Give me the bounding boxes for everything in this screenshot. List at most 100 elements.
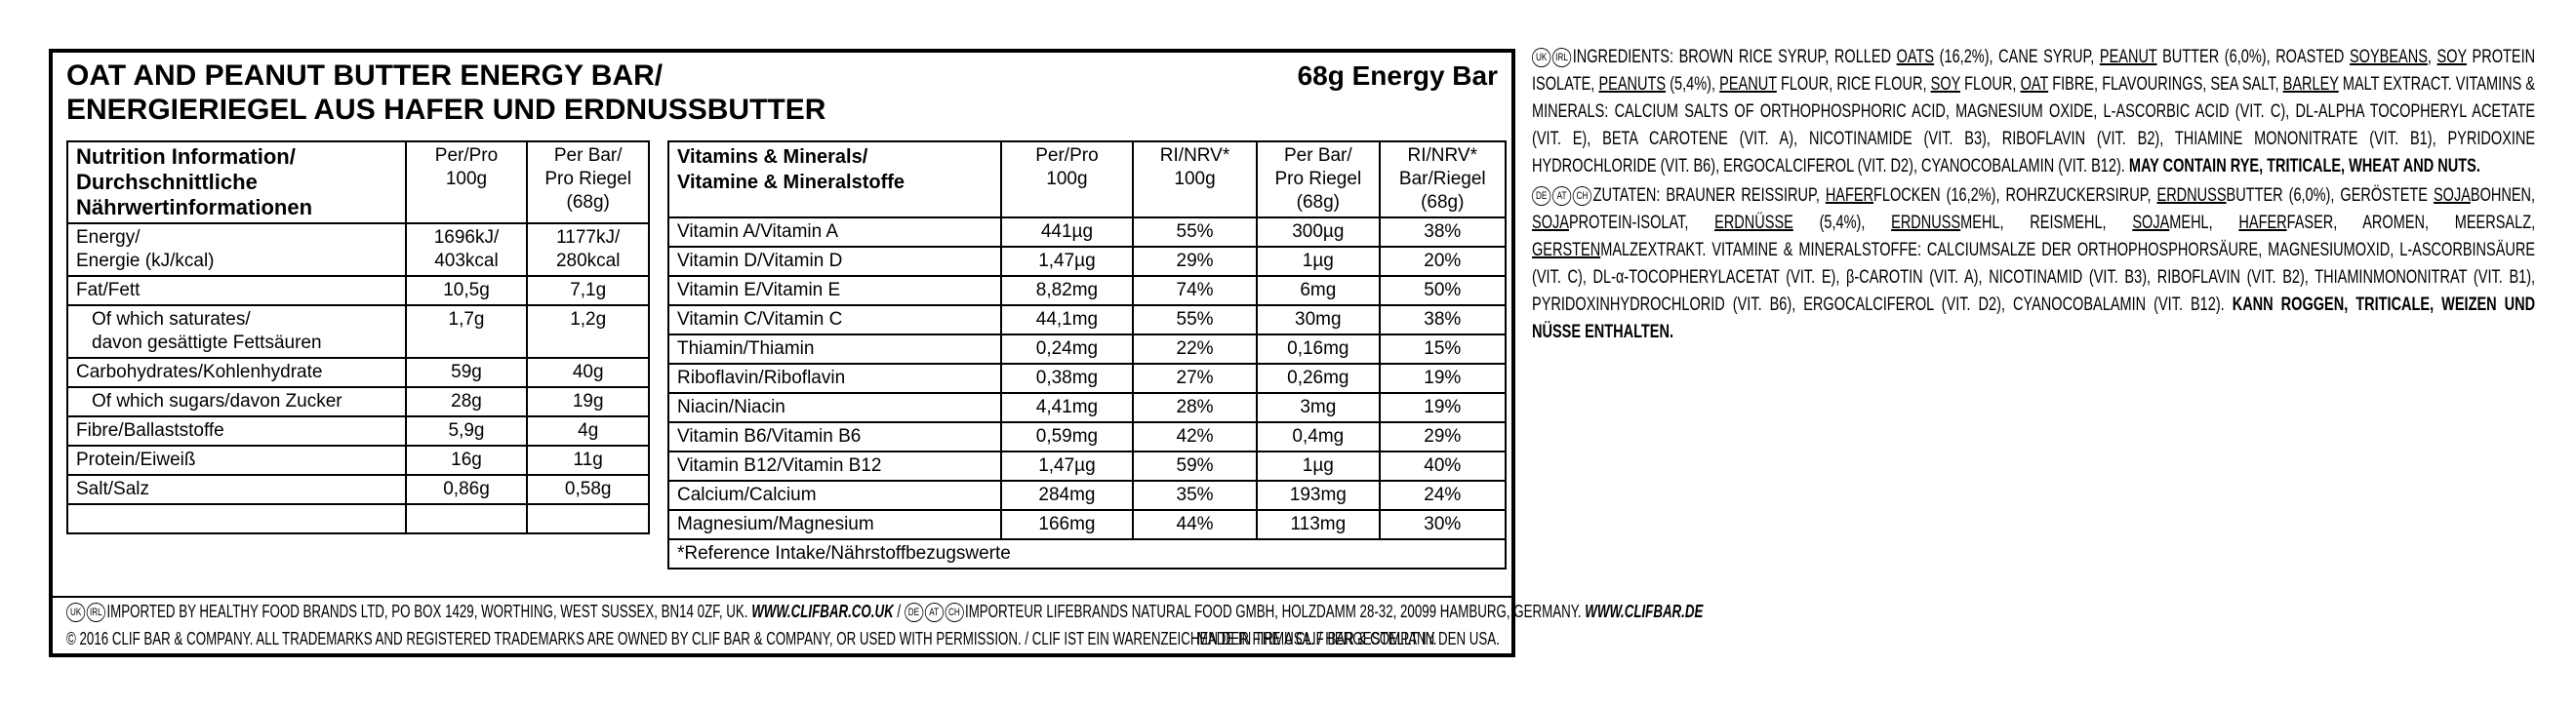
- ingredients-paragraph: UK IRL INGREDIENTS: BROWN RICE SYRUP, ROLL…: [1532, 43, 2535, 179]
- ingredients-paragraph: DE AT CH ZUTATEN: BRAUNER REISSIRUP, HAFERF…: [1532, 181, 2535, 345]
- vitamin-row: Vitamin B6/Vitamin B6 0,59mg 42% 0,4mg 29%: [667, 421, 1508, 452]
- vitamin-row: Magnesium/Magnesium 166mg 44% 113mg 30%: [667, 509, 1508, 540]
- cell: 4g: [526, 415, 650, 447]
- cell: 50%: [1378, 275, 1508, 306]
- cell-line: Fat/Fett: [76, 280, 141, 300]
- column-header: RI/NRV* Bar/Riegel (68g): [1378, 140, 1508, 218]
- cell-line: Energy/: [76, 227, 141, 248]
- cell: 5,9g: [404, 415, 529, 447]
- cell: Carbohydrates/Kohlenhydrate: [66, 357, 407, 388]
- cell: [404, 503, 529, 534]
- cell-line: 4g: [578, 420, 599, 441]
- nutrient-row: Fibre/Ballaststoffe 5,9g 4g: [66, 415, 650, 447]
- cell: [66, 503, 407, 534]
- cell: 55%: [1131, 216, 1259, 248]
- cell: Thiamin/Thiamin: [667, 334, 1002, 365]
- footnote: *Reference Intake/Nährstoffbezugswerte: [667, 538, 1507, 570]
- vitamin-row: Vitamin B12/Vitamin B12 1,47µg 59% 1µg 40%: [667, 451, 1508, 482]
- cell: Vitamin B6/Vitamin B6: [667, 421, 1002, 452]
- cell-line: 280kcal: [555, 251, 621, 271]
- cell-line: 1,7g: [448, 309, 485, 330]
- header-line: Durchschnittliche: [76, 170, 258, 194]
- cell-line: 28g: [451, 391, 482, 412]
- header-row: Nutrition Information/Durchschnittliche N…: [66, 140, 650, 224]
- ingredient-text: FLOUR,: [1960, 73, 2021, 95]
- cell-line: 1696kJ/: [433, 227, 500, 248]
- cell: 1,47µg: [999, 451, 1134, 482]
- cell: 4,41mg: [999, 392, 1134, 423]
- header-line: (68g): [566, 192, 610, 213]
- column-header: Vitamins & Minerals/Vitamine & Mineralst…: [667, 140, 1002, 218]
- header-line: Per Bar/: [553, 145, 623, 166]
- cell: 1,2g: [526, 304, 650, 359]
- cell: 24%: [1378, 480, 1508, 511]
- ingredient-text: FLOCKEN (16,2%), ROHRZUCKERSIRUP,: [1873, 184, 2157, 206]
- cell: Vitamin E/Vitamin E: [667, 275, 1002, 306]
- ingredient-text: MALT EXTRACT. VITAMINS & MINERALS: CALCI…: [1532, 73, 2536, 177]
- cell-line: Protein/Eiweiß: [76, 450, 196, 470]
- header-line: 100g: [445, 169, 488, 189]
- cell: Salt/Salz: [66, 474, 407, 505]
- ingredient-text: PROTEIN ISOLATE,: [1532, 46, 2536, 95]
- cell: 3mg: [1256, 392, 1381, 423]
- nutrient-row: Fat/Fett 10,5g 7,1g: [66, 275, 650, 306]
- empty-row: [66, 503, 650, 534]
- ingredient-text: PEANUTS: [1598, 73, 1667, 95]
- vitamins-table: Vitamins & Minerals/Vitamine & Mineralst…: [667, 140, 1508, 570]
- cell-line: 16g: [451, 450, 482, 470]
- header-line: Pro Riegel: [544, 169, 632, 189]
- cell: 300µg: [1256, 216, 1381, 248]
- ingredient-text: SOY: [2436, 46, 2467, 67]
- header-line: Pro Riegel (68g): [1274, 169, 1362, 213]
- nutrient-row: Of which sugars/davon Zucker 28g 19g: [66, 386, 650, 417]
- cell: 30%: [1378, 509, 1508, 540]
- column-header: Per Bar/Pro Riegel (68g): [526, 140, 650, 224]
- market-badge: DE: [904, 603, 924, 623]
- cell: 29%: [1131, 246, 1259, 277]
- cell: 10,5g: [404, 275, 529, 306]
- ingredient-text: SOJA: [1532, 212, 1569, 233]
- cell: 59%: [1131, 451, 1259, 482]
- vitamin-row: Calcium/Calcium 284mg 35% 193mg 24%: [667, 480, 1508, 511]
- vitamin-row: Vitamin A/Vitamin A 441µg 55% 300µg 38%: [667, 216, 1508, 248]
- cell-line: 19g: [572, 391, 604, 412]
- cell: 19g: [526, 386, 650, 417]
- ingredient-text: ,: [2427, 46, 2437, 67]
- market-badge: UK: [66, 603, 86, 623]
- column-header: RI/NRV* 100g: [1131, 140, 1259, 218]
- cell: 35%: [1131, 480, 1259, 511]
- ingredient-text: (16,2%), CANE SYRUP,: [1934, 46, 2100, 67]
- ingredient-text: PEANUT: [2099, 46, 2157, 67]
- cell: 28g: [404, 386, 529, 417]
- separator-text: /: [897, 602, 902, 621]
- ingredient-text: MEHL,: [2169, 212, 2239, 233]
- title: OAT AND PEANUT BUTTER ENERGY BAR/ENERGIE…: [66, 59, 825, 127]
- ingredient-text: HAFER: [2238, 212, 2287, 233]
- cell: 7,1g: [526, 275, 650, 306]
- cell: Vitamin A/Vitamin A: [667, 216, 1002, 248]
- ingredient-text: INGREDIENTS: BROWN RICE SYRUP, ROLLED: [1572, 46, 1897, 67]
- copyright: © 2016 CLIF BAR & COMPANY. ALL TRADEMARK…: [66, 629, 1437, 648]
- ingredient-text: BUTTER (6,0%), ROASTED: [2156, 46, 2350, 67]
- ingredient-text: HAFER: [1825, 184, 1874, 206]
- cell-line: 10,5g: [443, 280, 490, 300]
- cell-line: 5,9g: [448, 420, 485, 441]
- cell: Fat/Fett: [66, 275, 407, 306]
- net-weight: 68g Energy Bar: [1297, 60, 1498, 91]
- vitamin-row: Vitamin E/Vitamin E 8,82mg 74% 6mg 50%: [667, 275, 1508, 306]
- cell-line: 7,1g: [570, 280, 607, 300]
- importer-line: UK IRL IMPORTED BY HEALTHY FOOD BRANDS LTD…: [66, 602, 1703, 623]
- cell-line: Carbohydrates/Kohlenhydrate: [76, 362, 323, 382]
- nutrient-row: Carbohydrates/Kohlenhydrate 59g 40g: [66, 357, 650, 388]
- ingredient-text: PROTEIN-ISOLAT,: [1568, 212, 1715, 233]
- ingredient-text: FASER, AROMEN, MEERSALZ,: [2286, 212, 2536, 233]
- column-header: Per/Pro 100g: [999, 140, 1134, 218]
- ingredient-text: MALZEXTRAKT. VITAMINE & MINERALSTOFFE: C…: [1532, 239, 2536, 315]
- cell: 0,59mg: [999, 421, 1134, 452]
- cell: 40%: [1378, 451, 1508, 482]
- cell: 0,38mg: [999, 363, 1134, 394]
- ingredient-text: PEANUT: [1719, 73, 1777, 95]
- cell: 284mg: [999, 480, 1134, 511]
- footnote-row: *Reference Intake/Nährstoffbezugswerte: [667, 538, 1507, 570]
- cell: 0,24mg: [999, 334, 1134, 365]
